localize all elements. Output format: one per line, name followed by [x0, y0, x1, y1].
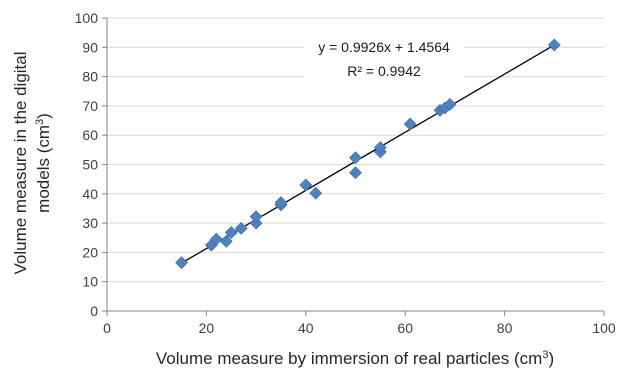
- data-point-diamond: [224, 226, 238, 239]
- data-point-diamond: [443, 98, 457, 111]
- x-axis-title: Volume measure by immersion of real part…: [156, 349, 554, 368]
- data-point-diamond: [249, 210, 263, 224]
- y-tick-label: 90: [82, 39, 98, 55]
- y-tick-label: 10: [82, 274, 98, 290]
- x-axis-title-close: ): [548, 349, 554, 368]
- y-tick-label: 50: [82, 157, 98, 173]
- data-point-diamond: [403, 117, 417, 131]
- x-tick-label: 60: [397, 320, 413, 336]
- data-point-diamond: [349, 151, 362, 165]
- y-axis-title-sup: 3: [34, 119, 46, 125]
- x-tick-label: 100: [592, 320, 616, 336]
- x-tick-label: 20: [199, 320, 215, 336]
- y-tick-label: 70: [82, 98, 98, 114]
- trendline-equation: y = 0.9926x + 1.4564: [318, 39, 450, 55]
- y-tick-label: 100: [75, 10, 99, 26]
- y-axis-title-line2: models (cm: [34, 125, 53, 213]
- data-point-diamond: [234, 221, 248, 235]
- data-point-diamond: [547, 38, 561, 52]
- y-axis-title-line1: Volume measure in the digital: [11, 51, 30, 274]
- y-tick-label: 60: [82, 127, 98, 143]
- axes: 0 10 20 30 40 50 60 70 80 90 100 0 20 40 60 80 100: [75, 10, 616, 336]
- data-point-diamond: [299, 178, 313, 192]
- y-tick-label: 30: [82, 215, 98, 231]
- data-point-diamond: [209, 232, 223, 246]
- y-axis-title-close: ): [34, 113, 53, 119]
- y-tick-label: 20: [82, 244, 98, 260]
- data-point-diamond: [349, 166, 362, 180]
- x-tick-label: 80: [497, 320, 513, 336]
- y-tick-label: 0: [90, 303, 98, 319]
- data-point-diamond: [249, 216, 263, 230]
- data-point-diamond: [309, 186, 323, 200]
- y-tick-label: 80: [82, 69, 98, 85]
- x-tick-label: 40: [298, 320, 314, 336]
- data-point-diamond: [373, 141, 387, 154]
- x-axis-title-sup: 3: [542, 349, 548, 361]
- data-points: [175, 38, 561, 270]
- x-tick-label: 0: [103, 320, 111, 336]
- y-axis-title: Volume measure in the digital: [11, 51, 30, 274]
- x-axis-title-main: Volume measure by immersion of real part…: [156, 349, 542, 368]
- y-tick-label: 40: [82, 186, 98, 202]
- data-point-diamond: [219, 234, 233, 248]
- r-squared-label: R² = 0.9942: [347, 63, 421, 79]
- y-axis-title-line2-text: models (cm3): [34, 113, 53, 213]
- data-point-diamond: [274, 196, 288, 210]
- data-point-diamond: [175, 256, 188, 270]
- equation-box: [304, 34, 464, 82]
